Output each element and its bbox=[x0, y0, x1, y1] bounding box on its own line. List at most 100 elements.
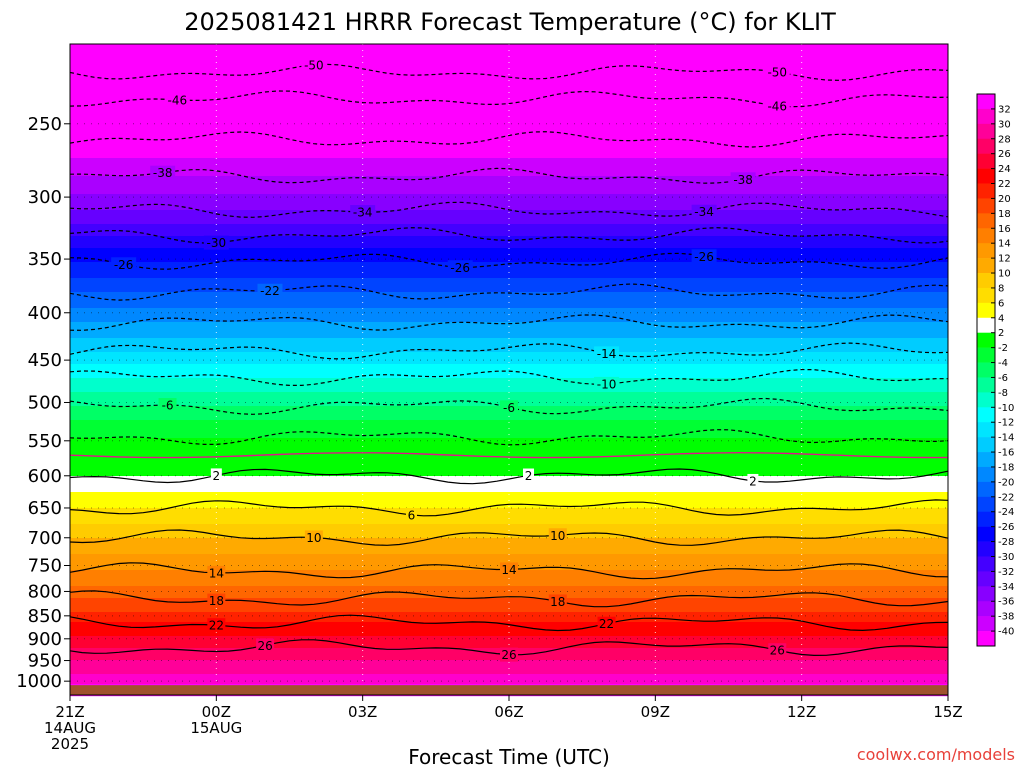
fill-band bbox=[70, 540, 948, 543]
isotherm-label: -46 bbox=[767, 99, 787, 113]
isotherm-label-bg bbox=[500, 562, 518, 577]
fill-band bbox=[70, 254, 948, 257]
fill-band bbox=[70, 646, 948, 649]
fill-band bbox=[70, 548, 948, 551]
colorbar-label: -32 bbox=[998, 567, 1014, 578]
fill-band bbox=[70, 424, 948, 427]
fill-band bbox=[70, 632, 948, 635]
fill-band bbox=[70, 190, 948, 193]
fill-band bbox=[70, 112, 948, 115]
fill-band bbox=[70, 118, 948, 121]
isotherm-label-bg bbox=[523, 468, 535, 483]
fill-band bbox=[70, 296, 948, 299]
colorbar-swatch bbox=[977, 198, 995, 214]
fill-band bbox=[70, 464, 948, 467]
y-tick-label: 500 bbox=[28, 392, 62, 413]
colorbar-swatch bbox=[977, 108, 995, 125]
fill-band bbox=[70, 466, 948, 469]
y-axis: 2503003504004505005506006507007508008509… bbox=[16, 114, 70, 692]
fill-band bbox=[70, 328, 948, 331]
fill-band bbox=[70, 636, 948, 639]
isotherm-label-bg bbox=[597, 616, 616, 631]
fill-band bbox=[70, 522, 948, 525]
fill-band bbox=[70, 252, 948, 255]
fill-band bbox=[70, 668, 948, 671]
fill-band bbox=[70, 384, 948, 387]
fill-band bbox=[70, 396, 948, 399]
fill-band bbox=[70, 264, 948, 267]
fill-band bbox=[70, 220, 948, 223]
colorbar-label: -6 bbox=[998, 373, 1008, 384]
isotherm-label: 14 bbox=[501, 563, 516, 577]
fill-band bbox=[70, 324, 948, 327]
fill-band bbox=[70, 414, 948, 417]
colorbar-label: -28 bbox=[998, 537, 1014, 548]
colorbar-swatch bbox=[977, 332, 995, 348]
fill-band bbox=[70, 532, 948, 535]
fill-band bbox=[70, 472, 948, 475]
fill-band bbox=[70, 340, 948, 343]
fill-band bbox=[70, 454, 948, 457]
fill-band bbox=[70, 618, 948, 621]
fill-band bbox=[70, 162, 948, 165]
credit-link[interactable]: coolwx.com/models bbox=[857, 745, 1015, 764]
colorbar-swatch bbox=[977, 317, 995, 334]
colorbar-frame bbox=[976, 93, 996, 647]
fill-band bbox=[70, 332, 948, 335]
isotherm-label: -50 bbox=[767, 65, 787, 79]
fill-band bbox=[70, 182, 948, 185]
colorbar-swatch bbox=[977, 392, 995, 408]
x-axis-label: Forecast Time (UTC) bbox=[408, 745, 610, 768]
fill-band bbox=[70, 342, 948, 345]
colorbar-label: 10 bbox=[998, 269, 1011, 280]
fill-band bbox=[70, 268, 948, 271]
fill-band bbox=[70, 126, 948, 129]
fill-band bbox=[70, 74, 948, 77]
fill-band bbox=[70, 382, 948, 385]
fill-band bbox=[70, 670, 948, 673]
fill-band bbox=[70, 70, 948, 73]
isotherm-line bbox=[69, 368, 948, 386]
fill-band bbox=[70, 684, 948, 687]
fill-band bbox=[70, 560, 948, 563]
fill-band bbox=[70, 316, 948, 319]
colorbar-label: -18 bbox=[998, 462, 1014, 473]
y-tick-label: 950 bbox=[28, 651, 62, 672]
fill-band bbox=[70, 210, 948, 213]
fill-band bbox=[70, 66, 948, 69]
fill-band bbox=[70, 394, 948, 397]
fill-band bbox=[70, 222, 948, 225]
fill-band bbox=[70, 458, 948, 461]
isotherm-label: 10 bbox=[306, 531, 321, 545]
isotherm-label-bg bbox=[594, 376, 620, 391]
fill-band bbox=[70, 592, 948, 595]
isotherm-line bbox=[69, 167, 949, 184]
fill-band bbox=[70, 64, 948, 67]
fill-band bbox=[70, 110, 948, 113]
fill-band bbox=[70, 628, 948, 631]
y-tick-label: 600 bbox=[28, 466, 62, 487]
isotherm-label: 26 bbox=[257, 639, 272, 653]
fill-band bbox=[70, 92, 948, 95]
isotherm-line bbox=[69, 314, 949, 331]
isotherm-line bbox=[69, 529, 949, 546]
fill-band bbox=[70, 500, 948, 503]
colorbar-swatch bbox=[977, 452, 995, 468]
fill-band bbox=[70, 212, 948, 215]
fill-band bbox=[70, 462, 948, 465]
fill-band bbox=[70, 420, 948, 423]
colorbar-swatch bbox=[977, 422, 995, 438]
ground-band bbox=[70, 685, 948, 695]
fill-band bbox=[70, 446, 948, 449]
fill-band bbox=[70, 54, 948, 57]
colorbar-label: -30 bbox=[998, 552, 1014, 563]
x-tick-label: 03Z bbox=[348, 703, 377, 721]
fill-band bbox=[70, 48, 948, 51]
colorbar-label: -12 bbox=[998, 418, 1014, 429]
isotherm-label: 2 bbox=[213, 469, 221, 483]
fill-band bbox=[70, 78, 948, 81]
isotherm-label: 26 bbox=[770, 644, 785, 658]
fill-band bbox=[70, 68, 948, 71]
colorbar-swatch bbox=[977, 258, 995, 274]
